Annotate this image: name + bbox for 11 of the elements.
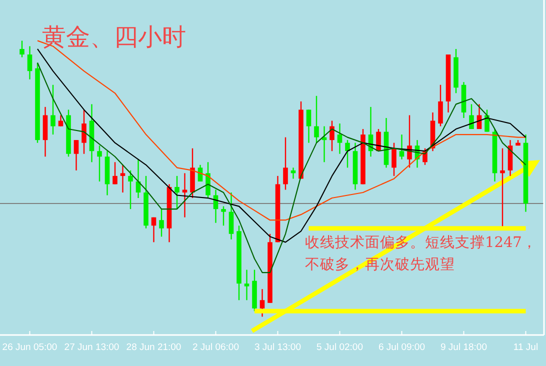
title: 黄金、四小时 [42, 23, 186, 51]
x-tick-label: 26 Jun 05:00 [2, 342, 58, 353]
x-tick-label: 2 Jul 06:00 [192, 342, 239, 353]
x-tick-label: 9 Jul 18:00 [440, 342, 487, 353]
x-tick-label: 5 Jul 02:00 [316, 342, 363, 353]
annotation: 不破多，再次破先观望 [305, 257, 455, 273]
x-tick-label: 27 Jun 13:00 [64, 342, 120, 353]
x-tick-label: 11 Jul [513, 342, 538, 353]
x-tick-label: 6 Jul 09:00 [378, 342, 425, 353]
x-tick-label: 3 Jul 13:00 [254, 342, 301, 353]
x-tick-label: 28 Jun 21:00 [126, 342, 182, 353]
